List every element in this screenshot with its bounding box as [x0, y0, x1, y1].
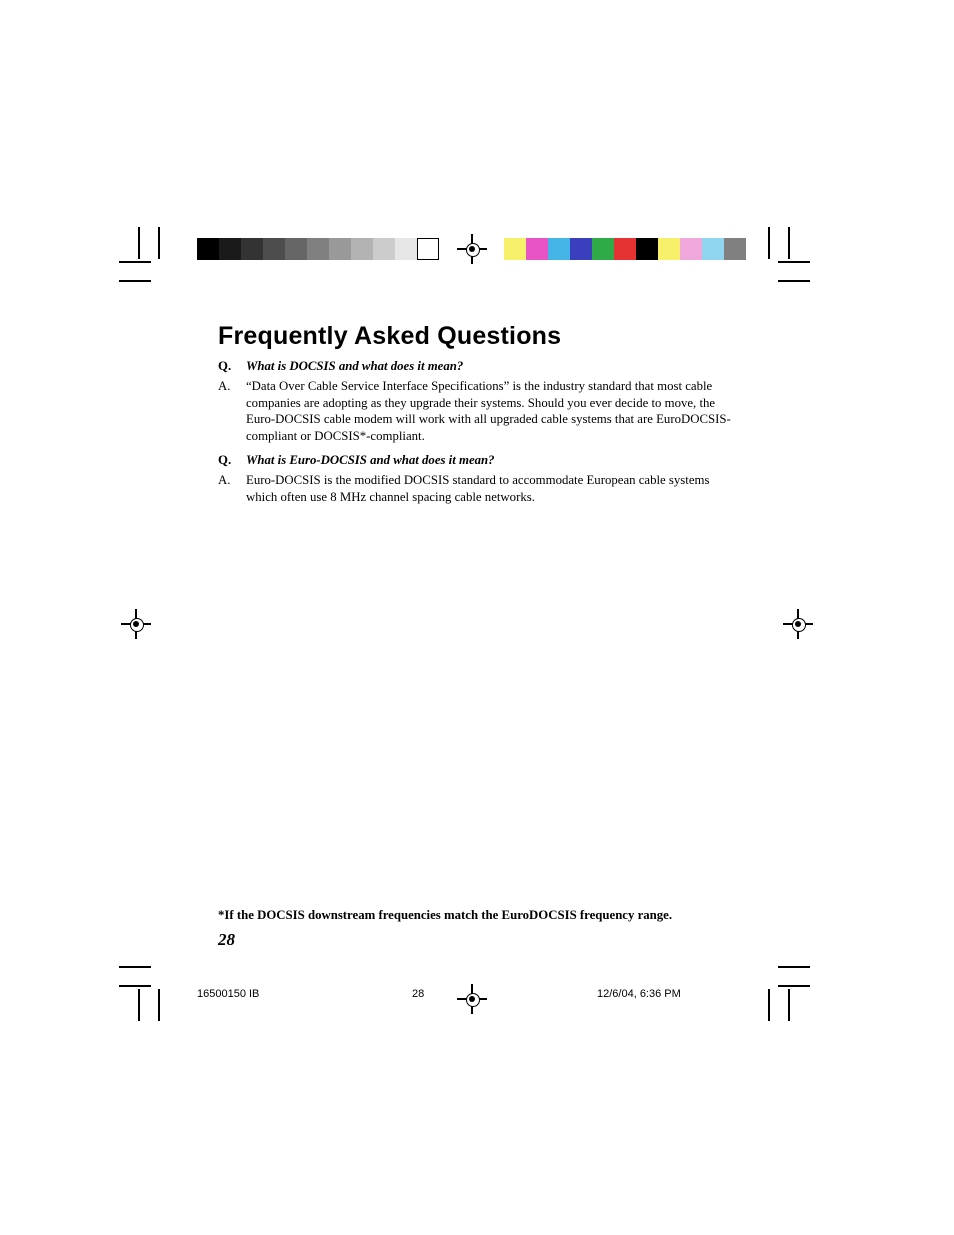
crop-mark	[138, 989, 140, 1021]
crop-mark	[778, 966, 810, 968]
crop-mark	[768, 227, 770, 259]
swatch	[548, 238, 570, 260]
swatch	[219, 238, 241, 260]
swatch	[592, 238, 614, 260]
registration-mark-icon	[125, 613, 147, 635]
footer-doc-id: 16500150 IB	[197, 988, 259, 1000]
crop-mark	[778, 985, 810, 987]
swatch	[285, 238, 307, 260]
crop-mark	[119, 261, 151, 263]
crop-mark	[119, 280, 151, 282]
question-text: What is Euro-DOCSIS and what does it mea…	[246, 452, 738, 468]
crop-mark	[138, 227, 140, 259]
crop-mark	[158, 989, 160, 1021]
crop-mark	[788, 989, 790, 1021]
crop-mark	[778, 280, 810, 282]
question-label: Q.	[218, 358, 246, 374]
swatch	[724, 238, 746, 260]
registration-mark-icon	[787, 613, 809, 635]
swatch	[614, 238, 636, 260]
swatch	[329, 238, 351, 260]
color-swatch-strip	[504, 238, 746, 260]
answer-text: “Data Over Cable Service Interface Speci…	[246, 378, 738, 444]
answer-label: A.	[218, 378, 246, 394]
swatch	[241, 238, 263, 260]
page: Frequently Asked Questions Q. What is DO…	[0, 0, 954, 1235]
swatch	[307, 238, 329, 260]
question-label: Q.	[218, 452, 246, 468]
swatch	[680, 238, 702, 260]
swatch	[263, 238, 285, 260]
faq-question-row: Q. What is Euro-DOCSIS and what does it …	[218, 452, 738, 468]
swatch	[417, 238, 439, 260]
crop-mark	[778, 261, 810, 263]
page-number: 28	[218, 930, 235, 950]
swatch	[636, 238, 658, 260]
footer-page: 28	[412, 988, 424, 1000]
swatch	[504, 238, 526, 260]
swatch	[526, 238, 548, 260]
swatch	[702, 238, 724, 260]
swatch	[658, 238, 680, 260]
faq-answer-row: A. “Data Over Cable Service Interface Sp…	[218, 378, 738, 444]
crop-mark	[768, 989, 770, 1021]
swatch	[570, 238, 592, 260]
page-title: Frequently Asked Questions	[218, 322, 561, 351]
faq-question-row: Q. What is DOCSIS and what does it mean?	[218, 358, 738, 374]
registration-mark-icon	[461, 238, 483, 260]
swatch	[373, 238, 395, 260]
swatch	[395, 238, 417, 260]
crop-mark	[119, 985, 151, 987]
swatch	[351, 238, 373, 260]
grayscale-swatch-strip	[197, 238, 439, 260]
answer-text: Euro-DOCSIS is the modified DOCSIS stand…	[246, 472, 738, 505]
footnote: *If the DOCSIS downstream frequencies ma…	[218, 908, 738, 923]
question-text: What is DOCSIS and what does it mean?	[246, 358, 738, 374]
crop-mark	[788, 227, 790, 259]
crop-mark	[119, 966, 151, 968]
swatch	[197, 238, 219, 260]
faq-answer-row: A. Euro-DOCSIS is the modified DOCSIS st…	[218, 472, 738, 505]
answer-label: A.	[218, 472, 246, 488]
registration-mark-icon	[461, 988, 483, 1010]
footer-timestamp: 12/6/04, 6:36 PM	[597, 988, 681, 1000]
faq-section: Q. What is DOCSIS and what does it mean?…	[218, 358, 738, 509]
crop-mark	[158, 227, 160, 259]
